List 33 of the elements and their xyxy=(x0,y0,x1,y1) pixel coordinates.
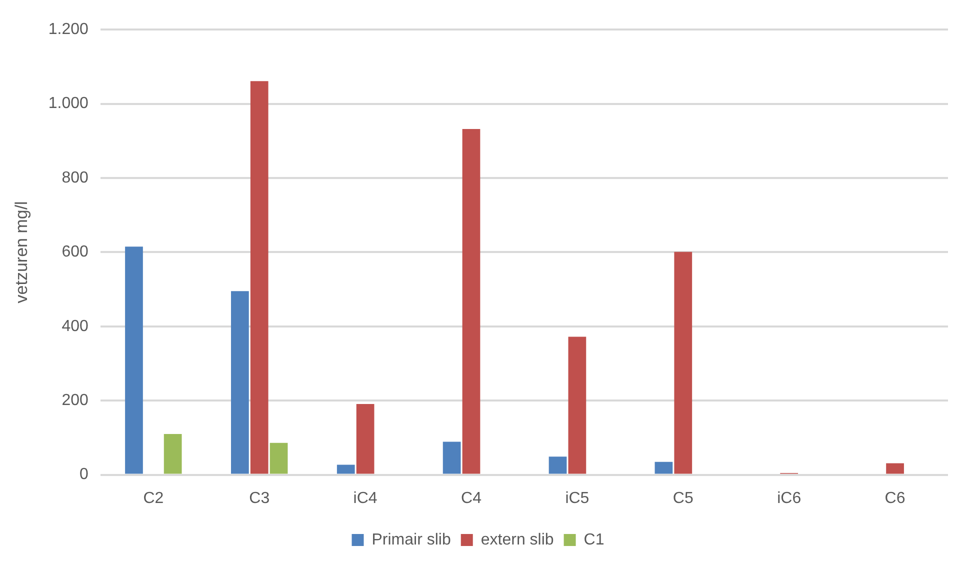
legend-label: C1 xyxy=(584,531,604,548)
bar xyxy=(548,456,567,474)
bar xyxy=(886,463,904,474)
y-tick-label: 200 xyxy=(62,392,89,410)
y-tick-label: 1.200 xyxy=(48,21,89,38)
bar xyxy=(270,442,288,474)
bar xyxy=(462,129,480,474)
bar xyxy=(231,291,249,474)
bar xyxy=(442,442,461,474)
y-tick-label: 1.000 xyxy=(48,95,89,112)
bar xyxy=(674,252,692,474)
x-tick-label: iC4 xyxy=(353,490,378,507)
x-tick-label: iC6 xyxy=(777,490,802,507)
legend-label: Primair slib xyxy=(372,531,451,548)
x-tick-label: C2 xyxy=(143,490,164,507)
bar xyxy=(125,246,143,474)
x-tick-label: C5 xyxy=(672,490,694,507)
bar xyxy=(356,404,374,474)
bar xyxy=(568,336,586,474)
bar xyxy=(250,81,268,474)
x-tick-label: C6 xyxy=(884,490,906,507)
bar xyxy=(654,462,673,474)
y-tick-label: 400 xyxy=(62,318,89,335)
x-tick-label: iC5 xyxy=(565,490,590,507)
bar xyxy=(164,434,182,474)
x-tick-label: C4 xyxy=(461,490,482,507)
y-axis-title: vetzuren mg/l xyxy=(12,201,31,304)
y-tick-label: 800 xyxy=(62,169,89,186)
x-tick-label: C3 xyxy=(249,490,270,507)
bar xyxy=(336,464,355,474)
y-tick-label: 0 xyxy=(80,466,89,484)
legend-label: extern slib xyxy=(480,531,554,548)
y-tick-label: 600 xyxy=(62,244,89,261)
